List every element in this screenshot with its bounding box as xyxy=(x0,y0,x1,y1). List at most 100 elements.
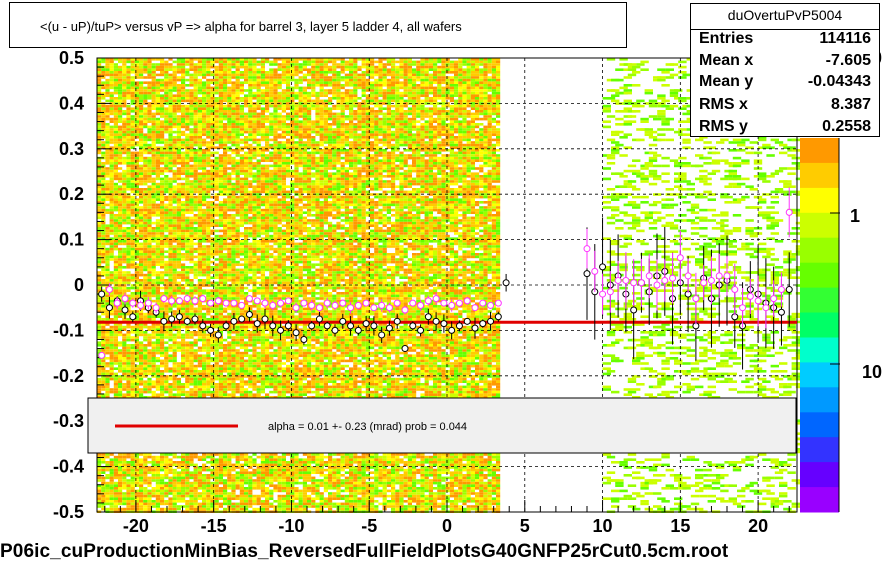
heatmap-cell xyxy=(160,487,165,490)
heatmap-cell xyxy=(227,73,232,77)
heatmap-cell xyxy=(101,377,106,381)
heatmap-cell xyxy=(126,338,131,342)
heatmap-cell xyxy=(214,468,219,472)
heatmap-cell xyxy=(134,258,139,261)
heatmap-cell xyxy=(122,284,127,287)
heatmap-cell xyxy=(176,169,181,173)
heatmap-cell xyxy=(172,323,177,326)
heatmap-cell xyxy=(189,351,194,355)
heatmap-cell xyxy=(214,263,219,266)
heatmap-cell xyxy=(218,143,223,147)
heatmap-cell xyxy=(97,141,102,144)
heatmap-cell xyxy=(218,492,223,495)
heatmap-cell xyxy=(176,60,181,64)
heatmap-cell xyxy=(134,466,139,469)
heatmap-cell xyxy=(176,385,181,389)
heatmap-cell xyxy=(126,198,131,201)
heatmap-cell xyxy=(97,164,102,168)
heatmap-cell xyxy=(101,359,106,363)
heatmap-cell xyxy=(181,349,186,352)
heatmap-cell xyxy=(134,468,139,472)
heatmap-cell xyxy=(197,190,202,194)
heatmap-cell xyxy=(181,263,186,266)
heatmap-cell xyxy=(118,377,123,381)
heatmap-cell xyxy=(218,76,223,79)
heatmap-cell xyxy=(134,338,139,342)
heatmap-cell xyxy=(172,502,177,506)
heatmap-cell xyxy=(202,201,207,204)
heatmap-cell xyxy=(97,177,102,181)
heatmap-cell xyxy=(172,484,177,487)
heatmap-cell xyxy=(214,146,219,149)
heatmap-cell xyxy=(113,255,118,259)
heatmap-cell xyxy=(210,107,215,110)
heatmap-cell xyxy=(134,136,139,139)
heatmap-cell xyxy=(223,65,228,69)
heatmap-cell xyxy=(122,172,127,175)
heatmap-cell xyxy=(214,474,219,477)
heatmap-cell xyxy=(126,260,131,264)
heatmap-cell xyxy=(189,78,194,82)
heatmap-cell xyxy=(214,364,219,368)
heatmap-cell xyxy=(223,117,228,121)
heatmap-cell xyxy=(134,250,139,253)
heatmap-cell xyxy=(189,138,194,142)
heatmap-cell xyxy=(189,492,194,495)
heatmap-cell xyxy=(109,500,114,503)
heatmap-cell xyxy=(139,99,144,103)
heatmap-cell xyxy=(185,63,190,66)
heatmap-cell xyxy=(109,354,114,357)
heatmap-cell xyxy=(151,190,156,194)
heatmap-cell xyxy=(168,206,173,209)
heatmap-cell xyxy=(210,383,215,386)
heatmap-cell xyxy=(97,162,102,165)
heatmap-cell xyxy=(155,112,160,116)
heatmap-cell xyxy=(126,221,131,225)
heatmap-cell xyxy=(155,383,160,386)
heatmap-cell xyxy=(185,453,190,456)
heatmap-cell xyxy=(139,60,144,64)
heatmap-cell xyxy=(126,258,131,261)
heatmap-cell xyxy=(210,396,215,399)
heatmap-cell xyxy=(223,159,228,162)
heatmap-cell xyxy=(151,315,156,318)
heatmap-cell xyxy=(214,292,219,295)
heatmap-cell xyxy=(155,136,160,139)
heatmap-cell xyxy=(134,494,139,498)
heatmap-cell xyxy=(164,266,169,269)
heatmap-cell xyxy=(185,471,190,474)
heatmap-cell xyxy=(176,507,181,511)
heatmap-cell xyxy=(118,250,123,253)
heatmap-cell xyxy=(160,258,165,261)
heatmap-cell xyxy=(197,281,202,285)
heatmap-cell xyxy=(97,372,102,376)
heatmap-cell xyxy=(206,128,211,131)
heatmap-cell xyxy=(193,201,198,204)
heatmap-cell xyxy=(160,346,165,350)
heatmap-cell xyxy=(122,325,127,329)
heatmap-cell xyxy=(176,214,181,217)
heatmap-cell xyxy=(210,169,215,173)
heatmap-cell xyxy=(172,370,177,373)
heatmap-cell xyxy=(164,224,169,227)
heatmap-cell xyxy=(168,143,173,147)
heatmap-cell xyxy=(218,240,223,243)
heatmap-cell xyxy=(155,471,160,474)
heatmap-cell xyxy=(126,396,131,399)
heatmap-cell xyxy=(160,120,165,123)
heatmap-cell xyxy=(126,164,131,168)
heatmap-cell xyxy=(176,203,181,207)
heatmap-cell xyxy=(206,63,211,66)
heatmap-cell xyxy=(189,388,194,391)
heatmap-cell xyxy=(97,390,102,394)
heatmap-cell xyxy=(206,193,211,196)
heatmap-cell xyxy=(105,63,110,66)
heatmap-cell xyxy=(160,97,165,100)
heatmap-cell xyxy=(172,336,177,339)
heatmap-cell xyxy=(143,292,148,295)
heatmap-cell xyxy=(181,177,186,181)
heatmap-cell xyxy=(223,461,228,464)
heatmap-cell xyxy=(164,141,169,144)
heatmap-cell xyxy=(97,453,102,456)
heatmap-cell xyxy=(214,253,219,256)
